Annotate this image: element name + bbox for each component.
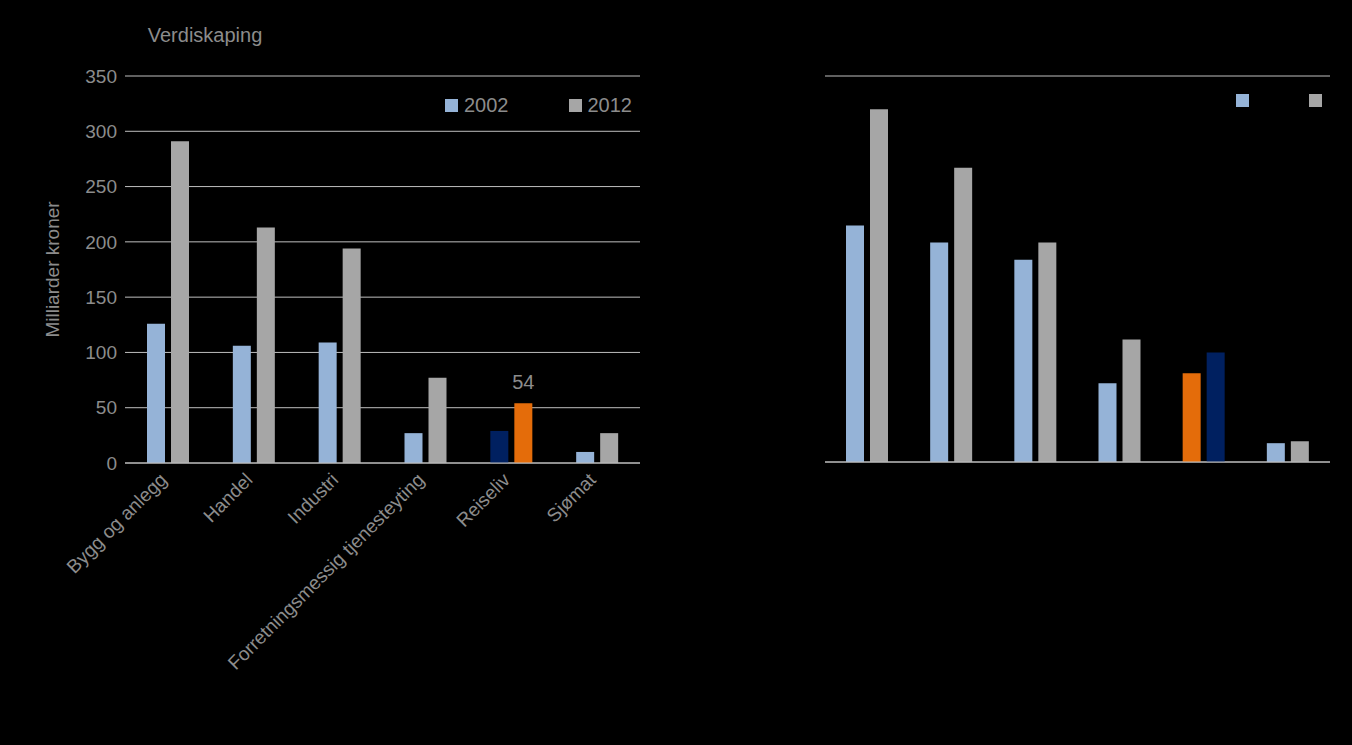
svg-text:50: 50: [96, 397, 117, 418]
svg-text:100: 100: [85, 342, 117, 363]
svg-text:Handel: Handel: [199, 469, 256, 526]
svg-text:200: 200: [85, 232, 117, 253]
svg-text:54: 54: [512, 371, 534, 393]
html-text:Verdiskaping: Verdiskaping: [147, 24, 263, 46]
svg-text:0: 0: [106, 453, 117, 474]
svg-text:350: 350: [85, 66, 117, 87]
svg-text:Industri: Industri: [284, 469, 343, 528]
svg-text:250: 250: [85, 176, 117, 197]
svg-text:Forretningsmessig tjenesteytin: Forretningsmessig tjenesteyting: [224, 469, 429, 674]
svg-text:150: 150: [85, 287, 117, 308]
svg-text:Bygg og anlegg: Bygg og anlegg: [63, 469, 171, 577]
svg-text:300: 300: [85, 121, 117, 142]
svg-text:Reiseliv: Reiseliv: [452, 469, 514, 531]
svg-text:Sjømat: Sjømat: [543, 468, 601, 526]
html-text:2012: 2012: [587, 94, 632, 116]
svg-text:Milliarder kroner: Milliarder kroner: [42, 201, 63, 338]
html-text:2002: 2002: [464, 94, 509, 116]
